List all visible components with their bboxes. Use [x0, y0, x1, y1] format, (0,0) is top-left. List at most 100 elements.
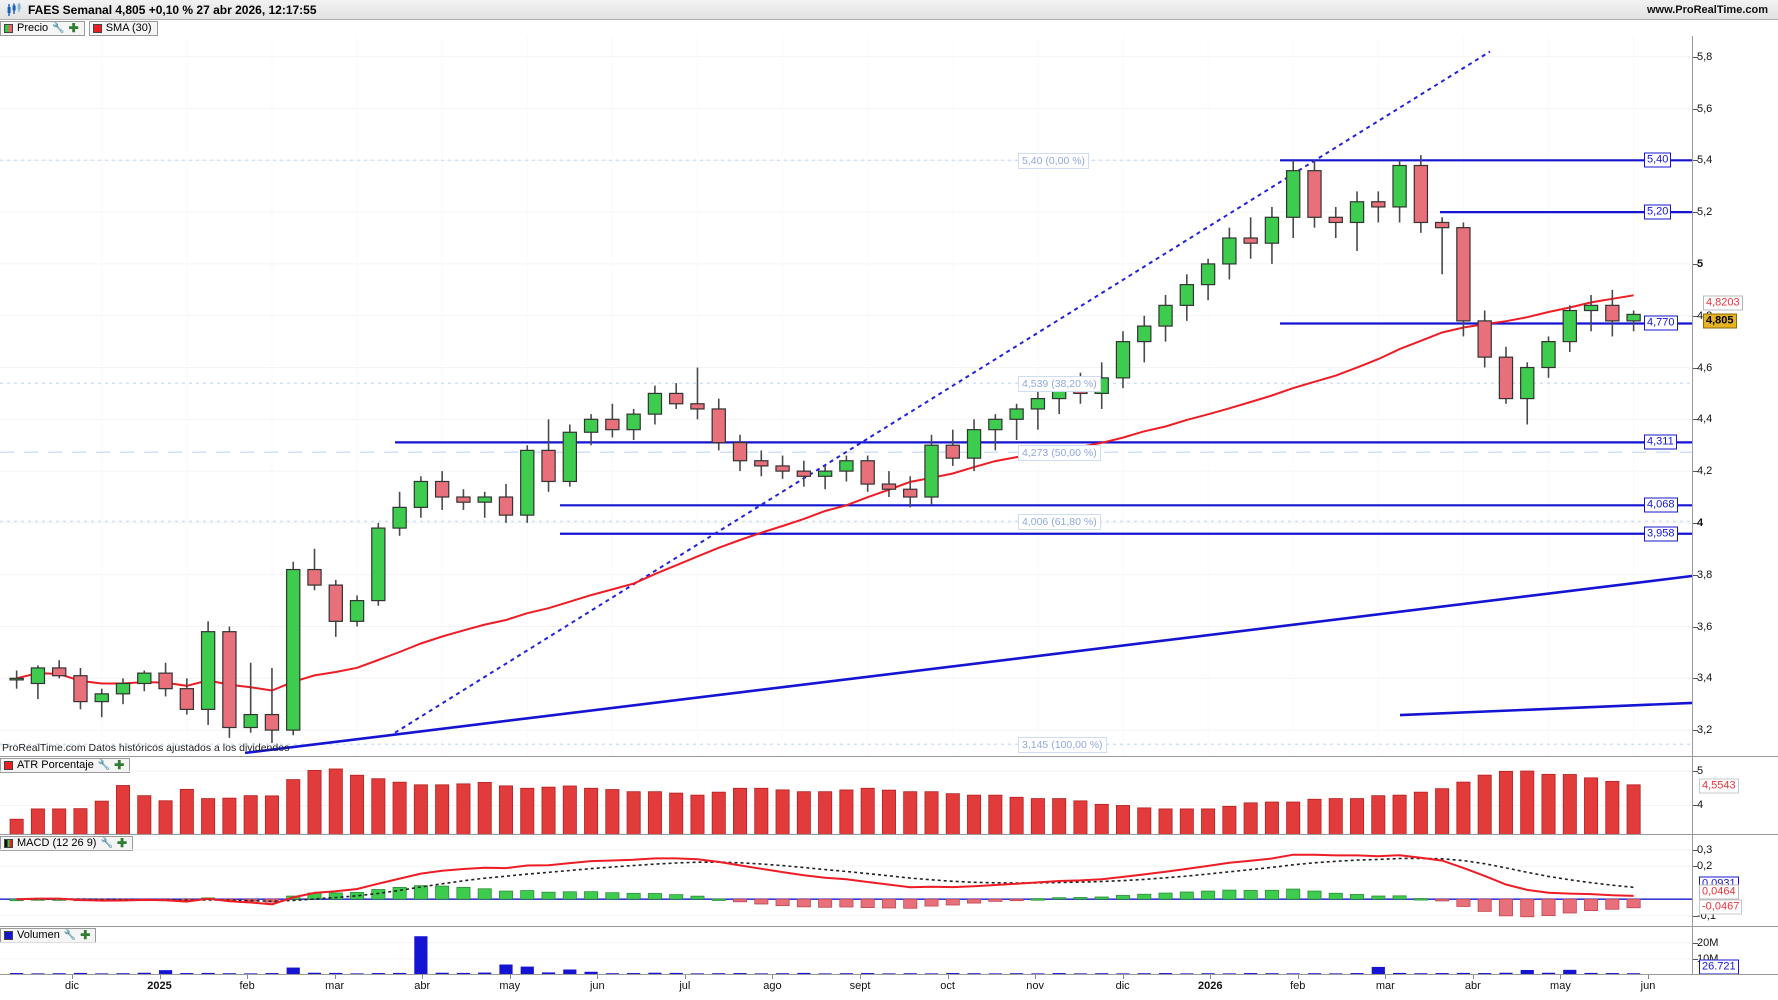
price-level-tag[interactable]: 4,068 — [1644, 497, 1678, 513]
price-axis-tick: 3,2 — [1697, 724, 1713, 737]
price-axis-tick: 5,8 — [1697, 50, 1713, 63]
axis-tickmark — [1693, 805, 1698, 807]
axis-tickmark — [1693, 160, 1698, 162]
axis-tickmark — [1693, 849, 1698, 851]
price-level-tag[interactable]: 4,311 — [1644, 434, 1677, 450]
axis-tickmark — [1693, 730, 1698, 732]
macd-panel[interactable]: MACD (12 26 9) 🔧 ✚ 0,30,2-0,10,09310,046… — [0, 834, 1778, 927]
axis-tickmark — [1693, 574, 1698, 576]
price-axis-tick: 5,6 — [1697, 102, 1713, 115]
price-axis-tick: 3,4 — [1697, 672, 1713, 685]
axis-tickmark — [1693, 56, 1698, 58]
time-axis-tickmark — [1035, 975, 1037, 979]
legend-chip-macd[interactable]: MACD (12 26 9) 🔧 ✚ — [0, 835, 133, 851]
price-plot-area[interactable]: 5,40 (0,00 %) 4,539 (38,20 %) 4,273 (50,00… — [0, 36, 1692, 756]
plus-icon[interactable]: ✚ — [68, 21, 79, 35]
axis-tickmark — [1693, 367, 1698, 369]
time-axis-tickmark — [334, 975, 336, 979]
axis-tickmark — [1693, 771, 1698, 773]
plus-icon[interactable]: ✚ — [114, 758, 125, 772]
macd-color-swatch — [4, 838, 13, 848]
price-color-swatch — [4, 23, 13, 33]
atr-value-tag[interactable]: 4,5543 — [1699, 778, 1739, 794]
time-axis-label: 2025 — [147, 980, 172, 992]
atr-color-swatch — [4, 760, 13, 770]
macd-axis-tick: 0,3 — [1697, 843, 1713, 856]
fib-level-label: 4,539 (38,20 %) — [1018, 376, 1101, 393]
legend-chip-volumen[interactable]: Volumen 🔧 ✚ — [0, 927, 97, 943]
price-axis[interactable]: 5,85,65,45,254,84,64,44,243,83,63,43,24,… — [1692, 36, 1778, 756]
legend-label-atr: ATR Porcentaje — [17, 759, 94, 771]
macd-plot-area[interactable] — [0, 835, 1692, 927]
macd-axis[interactable]: 0,30,2-0,10,09310,0464-0,0467 — [1692, 835, 1778, 927]
macd-svg — [0, 849, 1692, 918]
time-axis-tickmark — [72, 975, 73, 979]
price-axis-tick: 5,4 — [1697, 154, 1713, 167]
last-close-tag[interactable]: 4,8203 — [1703, 295, 1743, 311]
legend-label-precio: Precio — [17, 22, 49, 34]
time-axis-tickmark — [1648, 975, 1649, 979]
time-axis-label: dic — [1115, 980, 1130, 992]
price-level-tag[interactable]: 5,40 — [1644, 152, 1672, 168]
price-axis-tick: 5 — [1697, 257, 1704, 270]
time-axis-tickmark — [422, 975, 424, 979]
axis-tickmark — [1693, 263, 1698, 265]
time-axis-tickmark — [1122, 975, 1124, 979]
price-axis-tick: 4 — [1697, 516, 1704, 529]
atr-panel[interactable]: ATR Porcentaje 🔧 ✚ 5 4 4,5543 — [0, 756, 1778, 835]
legend-label-macd: MACD (12 26 9) — [17, 837, 97, 849]
price-level-tag[interactable]: 4,770 — [1644, 315, 1678, 331]
plus-icon[interactable]: ✚ — [116, 836, 127, 850]
price-axis-tick: 5,2 — [1697, 206, 1713, 219]
legend-chip-atr[interactable]: ATR Porcentaje 🔧 ✚ — [0, 757, 131, 773]
axis-tickmark — [1693, 315, 1698, 317]
atr-plot-area[interactable] — [0, 757, 1692, 835]
legend-label-volumen: Volumen — [17, 929, 60, 941]
atr-axis-tick: 4 — [1697, 799, 1704, 812]
time-axis-label: jun — [1640, 980, 1656, 992]
time-axis-tickmark — [1297, 975, 1299, 979]
price-level-tag[interactable]: 3,958 — [1644, 526, 1678, 542]
time-axis-label: jun — [589, 980, 605, 992]
volume-bars-svg — [0, 936, 1692, 975]
macd-value-tag[interactable]: -0,0467 — [1699, 899, 1743, 915]
macd-value-tag[interactable]: 0,0464 — [1699, 884, 1739, 899]
volume-panel[interactable]: Volumen 🔧 ✚ 20M10M26.721 — [0, 926, 1778, 975]
legend-chip-precio[interactable]: Precio 🔧 ✚ — [0, 20, 85, 36]
price-axis-tick: 4,2 — [1697, 465, 1713, 478]
axis-tickmark — [1693, 942, 1698, 944]
axis-tickmark — [1693, 626, 1698, 628]
wrench-icon[interactable]: 🔧 — [63, 929, 77, 941]
time-axis-label: dic — [64, 980, 80, 992]
time-axis-label: mar — [325, 980, 345, 992]
volume-value-tag[interactable]: 26.721 — [1699, 959, 1739, 975]
axis-tickmark — [1693, 212, 1698, 214]
time-axis-tickmark — [772, 975, 774, 979]
sma-color-swatch — [92, 23, 102, 33]
axis-tickmark — [1693, 866, 1698, 868]
price-axis-tick: 3,8 — [1697, 568, 1713, 581]
volume-plot-area[interactable] — [0, 927, 1692, 975]
wrench-icon[interactable]: 🔧 — [100, 837, 113, 849]
plus-icon[interactable]: ✚ — [80, 928, 91, 942]
price-chart-panel[interactable]: 5,40 (0,00 %) 4,539 (38,20 %) 4,273 (50,00… — [0, 36, 1778, 756]
time-axis-label: 2026 — [1197, 980, 1223, 992]
fib-level-label: 3,145 (100,00 %) — [1018, 737, 1107, 754]
legend-chip-sma[interactable]: SMA (30) — [88, 20, 158, 36]
wrench-icon[interactable]: 🔧 — [52, 22, 65, 34]
time-axis-label: sept — [849, 980, 871, 992]
time-axis-tickmark — [597, 975, 599, 979]
wrench-icon[interactable]: 🔧 — [97, 759, 111, 771]
price-level-tag[interactable]: 5,20 — [1644, 204, 1672, 220]
time-axis-tickmark — [684, 975, 686, 979]
atr-axis[interactable]: 5 4 4,5543 — [1692, 757, 1778, 835]
volume-axis[interactable]: 20M10M26.721 — [1692, 927, 1778, 975]
time-axis-label: jul — [679, 980, 691, 992]
current-price-tag[interactable]: 4,805 — [1703, 313, 1737, 329]
price-axis-tick: 3,6 — [1697, 620, 1713, 633]
time-axis-tickmark — [159, 975, 161, 979]
time-axis-label: may — [499, 980, 521, 992]
fib-level-label: 4,273 (50,00 %) — [1018, 445, 1101, 462]
atr-axis-tick: 5 — [1697, 765, 1704, 778]
time-axis[interactable]: dic 2025 feb mar abr may jun jul ago sept oct nov di… — [0, 974, 1778, 1000]
